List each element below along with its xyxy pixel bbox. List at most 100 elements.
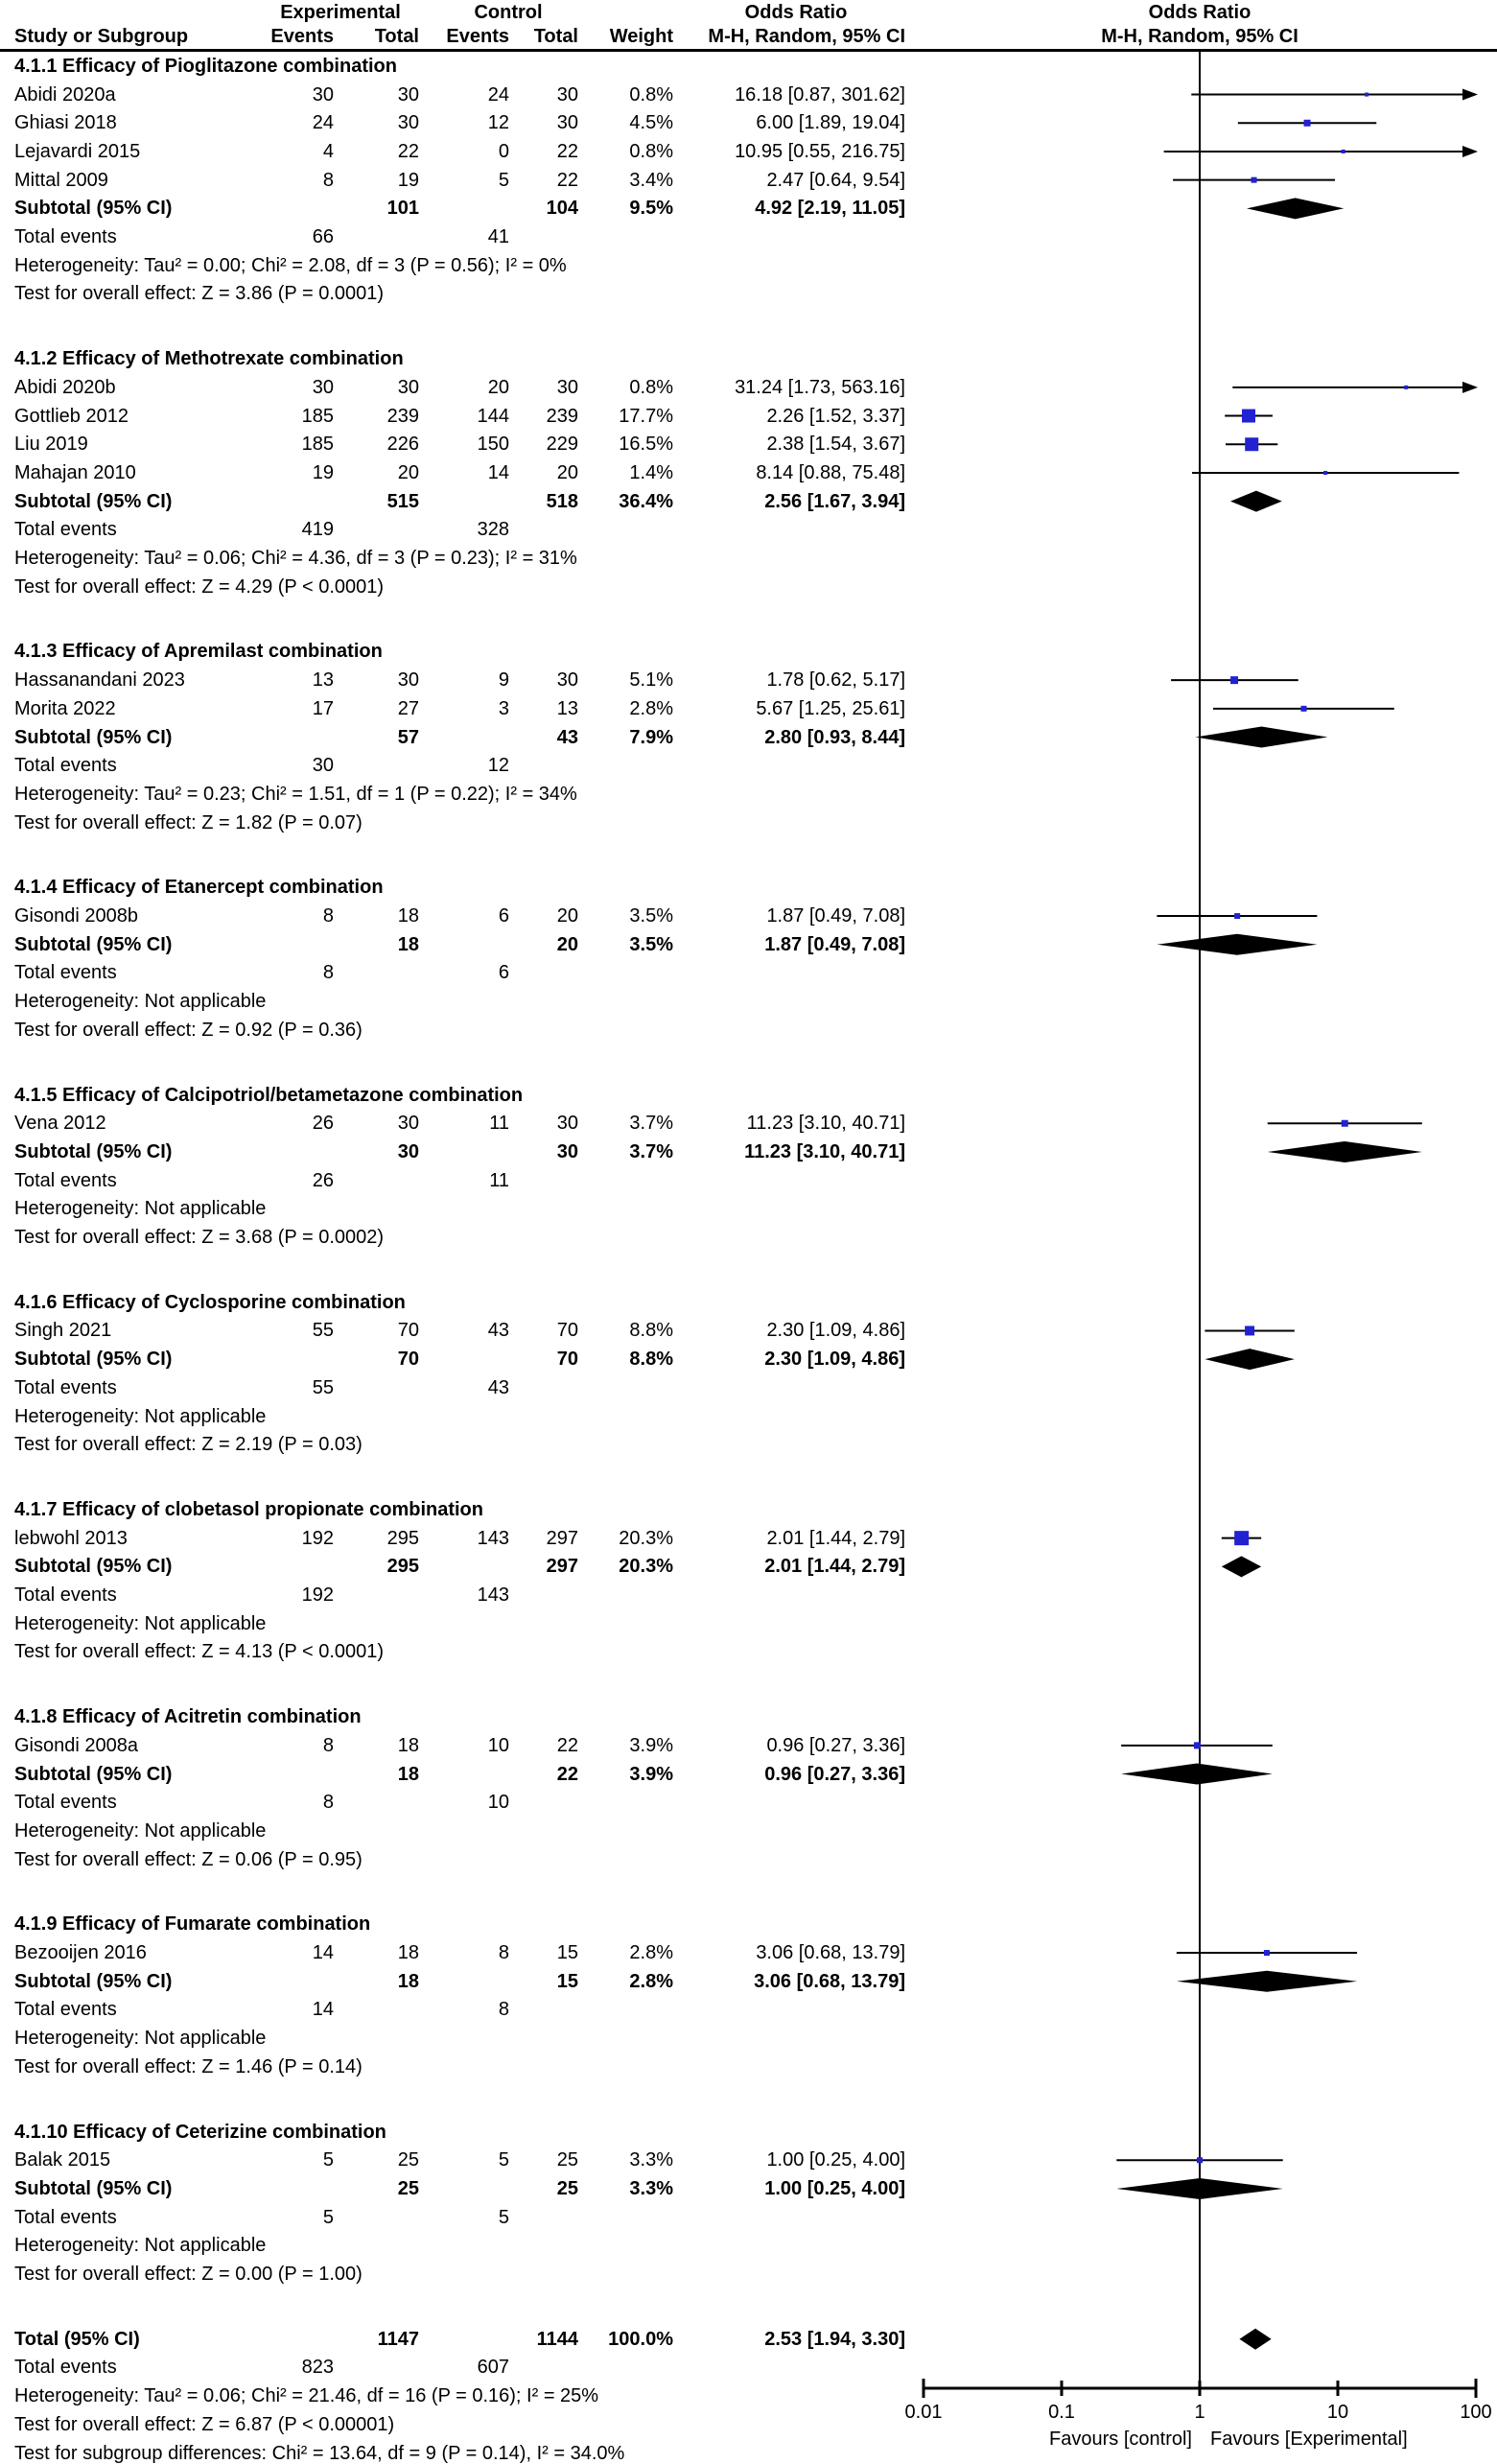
- subtotal-weight: 3.5%: [629, 933, 673, 955]
- exp-total: 19: [397, 169, 419, 191]
- subtotal-exp-total: 101: [386, 198, 419, 220]
- subtotal-ctl-total: 518: [546, 490, 578, 512]
- subtotal-ctl-total: 43: [556, 726, 578, 748]
- ctl-total: 297: [546, 1527, 578, 1549]
- subgroup-title: 4.1.4 Efficacy of Etanercept combination: [14, 877, 384, 899]
- ctl-total: 30: [556, 376, 578, 398]
- study-name: Gisondi 2008a: [14, 1734, 138, 1756]
- total-events-label: Total events: [14, 226, 117, 248]
- subtotal-or-ci-text: 1.00 [0.25, 4.00]: [764, 2177, 905, 2199]
- favours-control-label: Favours [control]: [1049, 2429, 1192, 2450]
- exp-events: 185: [301, 405, 334, 427]
- exp-events: 30: [312, 376, 334, 398]
- overall-effect-line: Test for overall effect: Z = 1.46 (P = 0…: [14, 2055, 363, 2077]
- weight-value: 4.5%: [629, 112, 673, 134]
- exp-events: 8: [322, 905, 334, 927]
- header-odds-ratio-text: Odds Ratio: [744, 2, 848, 23]
- heterogeneity-line: Heterogeneity: Not applicable: [14, 1405, 267, 1427]
- or-square-marker: [1234, 913, 1241, 920]
- exp-total: 239: [386, 405, 419, 427]
- study-name: Abidi 2020a: [14, 83, 116, 106]
- weight-value: 0.8%: [629, 140, 673, 162]
- or-ci-text: 10.95 [0.55, 216.75]: [735, 140, 905, 162]
- ctl-total: 22: [556, 1734, 578, 1756]
- subtotal-weight: 7.9%: [629, 726, 673, 748]
- x-tick-label: 0.1: [1048, 2402, 1075, 2423]
- subtotal-ctl-total: 22: [556, 1763, 578, 1785]
- or-square-marker: [1245, 1326, 1255, 1336]
- or-square-marker: [1193, 1742, 1201, 1749]
- total-events-label: Total events: [14, 2357, 117, 2379]
- study-name: Hassanandani 2023: [14, 669, 185, 692]
- ctl-events: 5: [498, 169, 509, 191]
- or-ci-text: 31.24 [1.73, 563.16]: [735, 376, 905, 398]
- ctl-events: 8: [498, 1942, 509, 1964]
- subgroup-differences-line: Test for subgroup differences: Chi² = 13…: [14, 2442, 625, 2464]
- subtotal-diamond: [1195, 726, 1328, 748]
- grand-total-label: Total (95% CI): [14, 2328, 140, 2350]
- weight-value: 5.1%: [629, 669, 673, 692]
- x-tick-label: 10: [1326, 2402, 1349, 2423]
- ctl-events: 143: [477, 1527, 509, 1549]
- subtotal-weight: 9.5%: [629, 198, 673, 220]
- ctl-events: 20: [487, 376, 509, 398]
- subgroup-title: 4.1.9 Efficacy of Fumarate combination: [14, 1913, 371, 1936]
- total-events-ctl: 5: [498, 2206, 509, 2228]
- subtotal-or-ci-text: 2.30 [1.09, 4.86]: [764, 1349, 905, 1371]
- header-study-col: Study or Subgroup: [14, 26, 189, 47]
- exp-total: 30: [397, 112, 419, 134]
- overall-effect-line: Test for overall effect: Z = 0.06 (P = 0…: [14, 1848, 363, 1870]
- header-control: Control: [474, 2, 543, 23]
- ctl-events: 24: [487, 83, 509, 106]
- total-events-exp: 26: [312, 1169, 334, 1191]
- subtotal-diamond: [1176, 1970, 1358, 1992]
- total-events-label: Total events: [14, 519, 117, 541]
- exp-total: 30: [397, 376, 419, 398]
- total-events-exp: 8: [322, 1792, 334, 1814]
- total-events-exp: 8: [322, 962, 334, 984]
- total-events-exp: 5: [322, 2206, 334, 2228]
- exp-total: 18: [397, 905, 419, 927]
- or-ci-text: 2.26 [1.52, 3.37]: [766, 405, 905, 427]
- exp-events: 13: [312, 669, 334, 692]
- total-events-label: Total events: [14, 1999, 117, 2021]
- subtotal-weight: 3.7%: [629, 1140, 673, 1162]
- header-mh-text: M-H, Random, 95% CI: [708, 26, 905, 47]
- ctl-events: 144: [477, 405, 509, 427]
- or-square-marker: [1245, 437, 1259, 452]
- subtotal-diamond: [1221, 1556, 1262, 1578]
- weight-value: 20.3%: [619, 1527, 673, 1549]
- exp-events: 17: [312, 697, 334, 719]
- subtotal-or-ci-text: 4.92 [2.19, 11.05]: [755, 198, 905, 220]
- exp-total: 18: [397, 1734, 419, 1756]
- overall-effect-line: Test for overall effect: Z = 2.19 (P = 0…: [14, 1434, 363, 1456]
- study-name: Balak 2015: [14, 2149, 111, 2171]
- ctl-events: 11: [489, 1113, 509, 1135]
- subtotal-label: Subtotal (95% CI): [14, 198, 173, 220]
- grand-total-weight: 100.0%: [608, 2328, 673, 2350]
- x-tick-label: 100: [1460, 2402, 1492, 2423]
- or-square-marker: [1234, 1531, 1250, 1546]
- subtotal-diamond: [1267, 1140, 1422, 1162]
- study-name: Bezooijen 2016: [14, 1942, 147, 1964]
- ctl-total: 30: [556, 112, 578, 134]
- exp-total: 70: [397, 1320, 419, 1342]
- study-name: Singh 2021: [14, 1320, 112, 1342]
- weight-value: 1.4%: [629, 461, 673, 483]
- total-events-exp: 192: [301, 1584, 334, 1607]
- exp-events: 14: [312, 1942, 334, 1964]
- subtotal-exp-total: 18: [397, 1970, 419, 1992]
- study-name: Gisondi 2008b: [14, 905, 138, 927]
- total-events-ctl: 143: [477, 1584, 509, 1607]
- grand-total-or-ci-text: 2.53 [1.94, 3.30]: [764, 2328, 905, 2350]
- or-ci-text: 1.87 [0.49, 7.08]: [766, 905, 905, 927]
- ctl-events: 3: [498, 697, 509, 719]
- header-total-exp: Total: [374, 26, 419, 47]
- subtotal-diamond: [1121, 1763, 1273, 1785]
- or-ci-text: 2.30 [1.09, 4.86]: [766, 1320, 905, 1342]
- ctl-total: 22: [556, 140, 578, 162]
- subtotal-weight: 8.8%: [629, 1349, 673, 1371]
- total-events-exp: 66: [312, 226, 334, 248]
- overall-effect-line: Test for overall effect: Z = 3.86 (P = 0…: [14, 283, 385, 305]
- x-tick-label: 0.01: [904, 2402, 943, 2423]
